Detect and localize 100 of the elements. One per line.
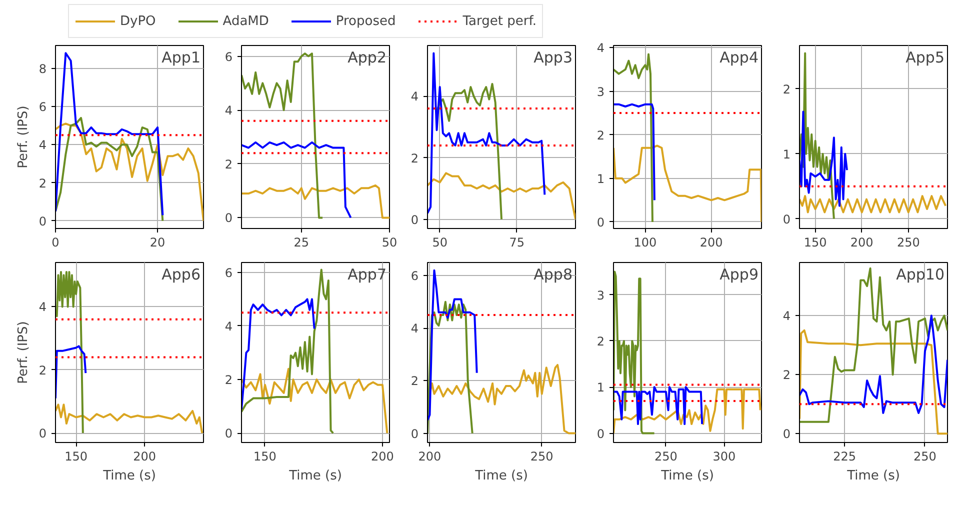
y-tick-label: 0	[38, 214, 47, 228]
line-series	[800, 52, 835, 220]
x-tick-label: 200	[133, 450, 156, 464]
x-tick-label: 250	[914, 450, 936, 464]
legend-label: Target perf.	[462, 14, 536, 28]
y-tick-label: 2	[38, 363, 47, 378]
x-tick-label: 0	[52, 236, 60, 250]
y-tick-label: 0	[38, 426, 47, 441]
line-series	[614, 388, 762, 434]
line-series	[242, 298, 316, 410]
y-tick-label: 2	[410, 151, 419, 166]
y-tick-label: 2	[410, 374, 419, 388]
line-series	[614, 53, 654, 223]
chart-title: App10	[896, 266, 945, 284]
y-axis-title: Perf. (IPS)	[16, 106, 31, 168]
y-tick-label: 0	[224, 426, 233, 441]
y-tick-label: 3	[596, 84, 605, 99]
line-series	[56, 345, 87, 400]
y-tick-label: 4	[38, 300, 47, 314]
y-tick-label: 2	[224, 157, 233, 172]
y-tick-label: 2	[224, 373, 233, 388]
chart-title: App6	[162, 266, 201, 284]
x-axis-title: Time (s)	[660, 468, 714, 484]
x-axis-title: Time (s)	[288, 468, 342, 484]
line-series	[800, 314, 948, 414]
line-series	[800, 329, 948, 435]
line-series	[800, 195, 947, 214]
y-tick-label: 6	[224, 50, 233, 64]
y-tick-label: 0	[410, 212, 419, 227]
y-tick-label: 4	[410, 322, 419, 336]
legend-label: AdaMD	[222, 14, 269, 28]
legend-label: DyPO	[120, 14, 156, 28]
y-tick-label: 4	[38, 138, 47, 152]
line-series	[614, 270, 656, 434]
y-tick-label: 4	[410, 90, 419, 104]
y-axis-title: Perf. (IPS)	[16, 321, 31, 384]
x-tick-label: 250	[654, 450, 678, 464]
x-axis-title: Time (s)	[846, 468, 900, 484]
x-tick-label: 150	[64, 450, 88, 464]
line-series	[428, 269, 478, 422]
x-tick-label: 200	[700, 236, 723, 250]
line-series	[242, 268, 334, 434]
chart-title: App7	[348, 266, 387, 284]
y-tick-label: 4	[224, 104, 233, 118]
x-tick-label: 250	[530, 450, 554, 464]
line-series	[428, 300, 474, 434]
y-tick-label: 6	[38, 100, 47, 114]
x-tick-label: 200	[418, 450, 442, 464]
x-tick-label: 50	[432, 236, 448, 250]
x-tick-label: 225	[833, 450, 856, 464]
x-tick-label: 150	[254, 450, 276, 464]
y-tick-label: 1	[782, 147, 791, 162]
y-tick-label: 0	[782, 427, 791, 442]
x-tick-label: 250	[896, 236, 920, 250]
y-tick-label: 6	[410, 269, 419, 284]
x-tick-label: 300	[712, 450, 736, 464]
line-series	[614, 386, 704, 426]
y-tick-label: 0	[224, 211, 233, 226]
line-series	[56, 404, 204, 434]
y-tick-label: 4	[224, 319, 233, 334]
chart-title: App5	[906, 48, 945, 66]
chart-title: App2	[348, 48, 387, 66]
line-series	[800, 267, 948, 423]
y-tick-label: 0	[410, 426, 419, 441]
y-tick-label: 0	[596, 426, 605, 441]
line-series	[242, 141, 352, 219]
y-tick-label: 2	[782, 82, 791, 96]
line-series	[242, 52, 324, 219]
y-tick-label: 3	[596, 288, 605, 302]
y-tick-label: 2	[596, 334, 605, 348]
line-series	[614, 144, 762, 223]
y-tick-label: 1	[596, 172, 605, 186]
y-tick-label: 0	[782, 212, 791, 226]
x-tick-label: 50	[382, 236, 398, 250]
x-tick-label: 200	[850, 236, 874, 250]
x-tick-label: 25	[294, 236, 310, 250]
line-series	[56, 270, 84, 434]
x-axis-title: Time (s)	[102, 468, 156, 484]
y-tick-label: 0	[596, 215, 605, 230]
legend-label: Proposed	[336, 14, 396, 28]
x-tick-label: 75	[509, 236, 525, 250]
line-series	[56, 122, 204, 222]
x-axis-title: Time (s)	[474, 468, 528, 484]
line-series	[436, 82, 502, 220]
line-series	[242, 184, 390, 219]
y-tick-label: 6	[224, 266, 233, 280]
x-tick-label: 20	[150, 236, 166, 250]
line-series	[614, 103, 656, 202]
chart-title: App4	[720, 48, 759, 66]
line-series	[800, 110, 848, 207]
x-tick-label: 200	[371, 450, 394, 464]
x-tick-label: 100	[634, 236, 657, 250]
y-tick-label: 4	[782, 309, 791, 324]
y-tick-label: 8	[38, 62, 47, 76]
line-series	[242, 368, 388, 434]
chart-title: App9	[720, 266, 759, 284]
y-tick-label: 2	[596, 128, 605, 142]
y-tick-label: 1	[596, 380, 605, 395]
chart-title: App8	[534, 266, 573, 284]
chart-title: App1	[162, 48, 201, 66]
